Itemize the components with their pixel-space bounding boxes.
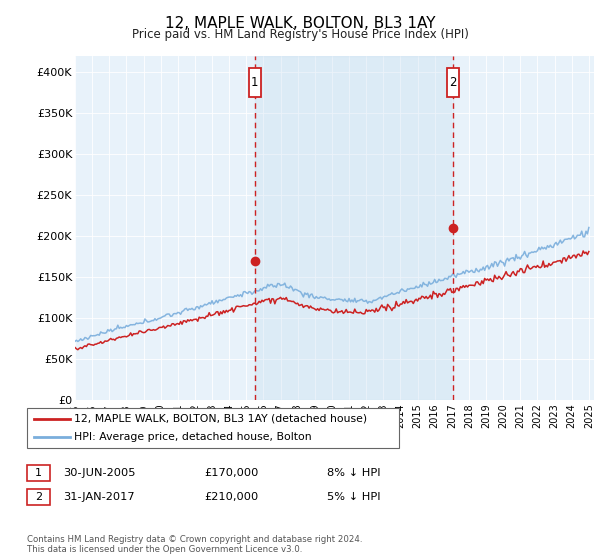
Text: 12, MAPLE WALK, BOLTON, BL3 1AY (detached house): 12, MAPLE WALK, BOLTON, BL3 1AY (detache… bbox=[74, 414, 367, 423]
Text: 1: 1 bbox=[35, 468, 42, 478]
Text: £210,000: £210,000 bbox=[204, 492, 258, 502]
Text: Contains HM Land Registry data © Crown copyright and database right 2024.
This d: Contains HM Land Registry data © Crown c… bbox=[27, 535, 362, 554]
Text: 2: 2 bbox=[35, 492, 42, 502]
Bar bbox=[255, 56, 453, 400]
Text: Price paid vs. HM Land Registry's House Price Index (HPI): Price paid vs. HM Land Registry's House … bbox=[131, 28, 469, 41]
Text: 2: 2 bbox=[449, 76, 457, 89]
Text: £170,000: £170,000 bbox=[204, 468, 259, 478]
Text: 1: 1 bbox=[251, 76, 259, 89]
Text: 8% ↓ HPI: 8% ↓ HPI bbox=[327, 468, 380, 478]
Text: HPI: Average price, detached house, Bolton: HPI: Average price, detached house, Bolt… bbox=[74, 432, 311, 442]
Text: 31-JAN-2017: 31-JAN-2017 bbox=[63, 492, 134, 502]
FancyBboxPatch shape bbox=[248, 68, 261, 97]
Text: 12, MAPLE WALK, BOLTON, BL3 1AY: 12, MAPLE WALK, BOLTON, BL3 1AY bbox=[165, 16, 435, 31]
Text: 5% ↓ HPI: 5% ↓ HPI bbox=[327, 492, 380, 502]
FancyBboxPatch shape bbox=[447, 68, 460, 97]
Text: 30-JUN-2005: 30-JUN-2005 bbox=[63, 468, 136, 478]
